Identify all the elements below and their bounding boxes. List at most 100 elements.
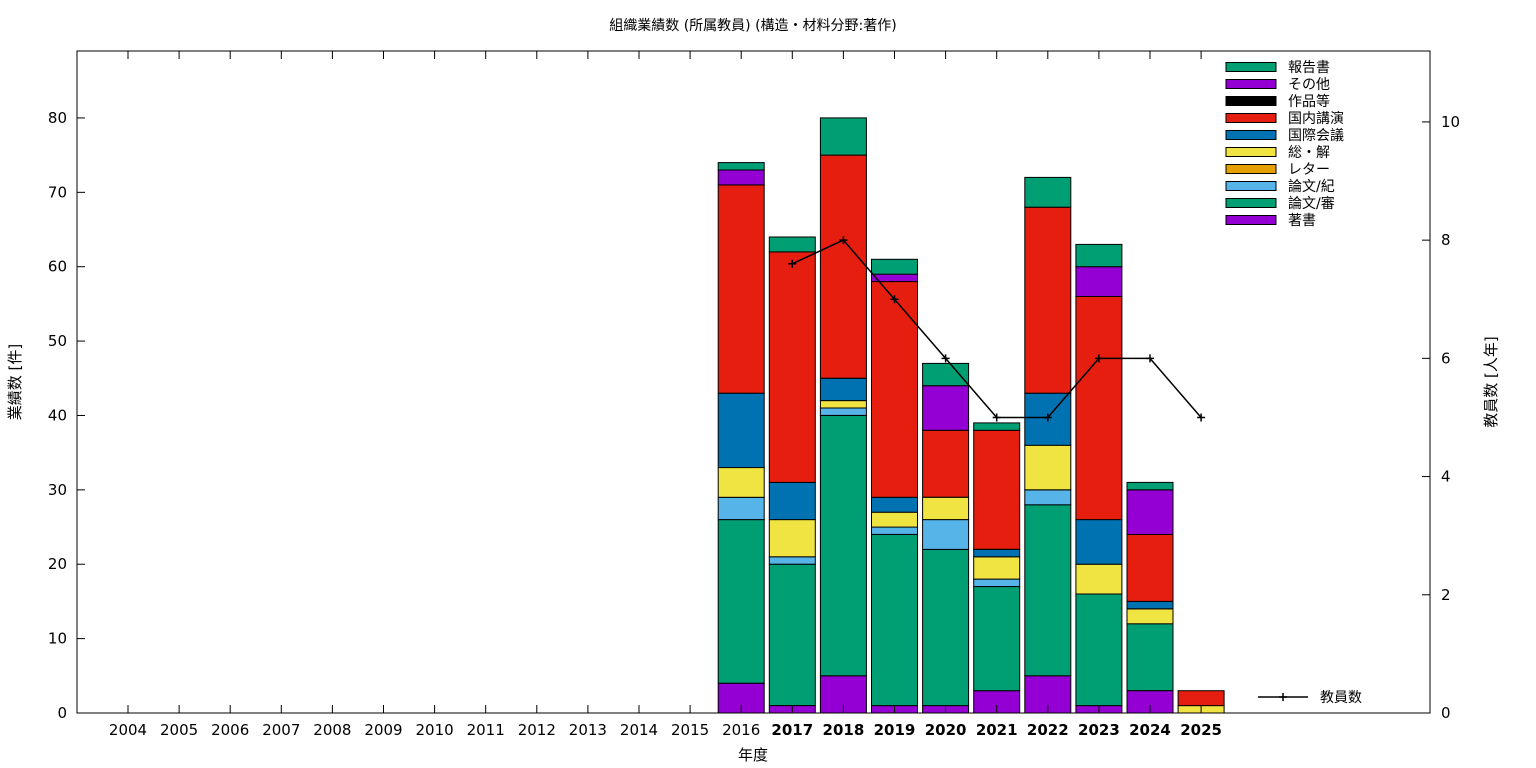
bar-2023-series-1 bbox=[1075, 593, 1123, 707]
bar-2021-series-4 bbox=[973, 556, 1021, 580]
bar-2022-series-6 bbox=[1024, 206, 1072, 394]
y-axis-label: 業績数 [件] bbox=[6, 344, 24, 420]
x-tick-label: 2023 bbox=[1078, 721, 1120, 739]
bar-2018-series-6 bbox=[819, 154, 867, 379]
legend-swatch bbox=[1225, 164, 1277, 174]
legend-label: レター bbox=[1288, 162, 1330, 178]
bar-2017-series-1 bbox=[768, 563, 816, 707]
bar-2024-series-4 bbox=[1126, 608, 1174, 625]
x-tick-label: 2012 bbox=[518, 721, 556, 739]
chart-title: 組織業績数 (所属教員) (構造・材料分野:著作) bbox=[609, 18, 896, 34]
bar-2020-series-1 bbox=[922, 548, 970, 707]
bar-2016-series-1 bbox=[717, 519, 765, 684]
line-point-2020 bbox=[941, 354, 950, 363]
line-point-2021 bbox=[992, 413, 1001, 422]
y-tick-label: 80 bbox=[48, 109, 67, 127]
legend-label: 著書 bbox=[1288, 213, 1316, 229]
y-tick-label: 60 bbox=[48, 258, 67, 276]
bar-2020-series-2 bbox=[922, 519, 970, 550]
line-point-2022 bbox=[1043, 413, 1052, 422]
line-point-2019 bbox=[890, 295, 899, 304]
legend-swatch bbox=[1225, 181, 1277, 191]
x-tick-label: 2018 bbox=[823, 721, 865, 739]
legend-line-marker bbox=[1279, 693, 1287, 701]
legend-swatch bbox=[1225, 96, 1277, 106]
bar-2022-series-1 bbox=[1024, 504, 1072, 677]
legend-swatch bbox=[1225, 62, 1277, 72]
bar-2022-series-9 bbox=[1024, 176, 1072, 208]
bar-2020-series-9 bbox=[922, 362, 970, 387]
bar-2019-series-5 bbox=[871, 496, 918, 513]
bar-2017-series-9 bbox=[768, 236, 816, 253]
bar-2017-series-2 bbox=[768, 556, 816, 565]
bar-2017-series-4 bbox=[768, 519, 816, 558]
legend-swatch bbox=[1225, 130, 1277, 140]
legend-label: 報告書 bbox=[1288, 60, 1330, 76]
x-tick-label: 2022 bbox=[1027, 721, 1069, 739]
legend-label: 論文/審 bbox=[1288, 196, 1335, 212]
legend-swatch bbox=[1225, 79, 1277, 89]
y2-tick-label: 6 bbox=[1441, 349, 1451, 367]
x-tick-label: 2017 bbox=[771, 721, 813, 739]
legend-label: 作品等 bbox=[1288, 93, 1330, 110]
x-tick-label: 2020 bbox=[925, 721, 967, 739]
bar-2025-series-6 bbox=[1177, 690, 1225, 707]
bar-2021-series-1 bbox=[973, 586, 1021, 692]
x-tick-label: 2014 bbox=[620, 721, 658, 739]
bar-2016-series-8 bbox=[717, 169, 765, 186]
bar-2019-series-4 bbox=[871, 511, 918, 528]
bar-2016-series-9 bbox=[717, 162, 765, 171]
bar-2016-series-2 bbox=[717, 496, 765, 521]
y2-tick-label: 4 bbox=[1441, 468, 1451, 486]
x-tick-label: 2024 bbox=[1129, 721, 1171, 739]
bar-2016-series-4 bbox=[717, 467, 765, 498]
y-tick-label: 10 bbox=[48, 630, 67, 648]
line-point-2024 bbox=[1146, 354, 1154, 363]
bar-2018-series-1 bbox=[819, 415, 867, 677]
x-tick-label: 2010 bbox=[416, 721, 454, 739]
bar-2016-series-5 bbox=[717, 392, 765, 469]
legend-swatch bbox=[1225, 215, 1277, 225]
axes-layer: 0 10 20 30 40 50 60 70 80 0 2 4 6 8 10 2004 2005 2006 2007… bbox=[48, 51, 1460, 739]
line-point-2018 bbox=[839, 236, 848, 245]
bar-2019-series-6 bbox=[871, 281, 918, 498]
y2-tick-label: 10 bbox=[1441, 113, 1460, 131]
x-tick-label: 2021 bbox=[976, 721, 1018, 739]
y-tick-label: 40 bbox=[48, 406, 67, 424]
bar-2020-series-6 bbox=[922, 429, 970, 498]
legend-label: 論文/紀 bbox=[1288, 179, 1335, 195]
bar-2023-series-9 bbox=[1075, 243, 1123, 268]
bar-2018-series-5 bbox=[819, 377, 867, 402]
bar-2017-series-6 bbox=[768, 251, 816, 483]
bar-2023-series-8 bbox=[1075, 266, 1123, 298]
x-tick-label: 2025 bbox=[1180, 721, 1222, 739]
x-tick-label: 2006 bbox=[211, 721, 249, 739]
bar-2016-series-6 bbox=[717, 184, 765, 394]
legend-swatch bbox=[1225, 198, 1277, 208]
bar-2021-series-6 bbox=[973, 429, 1021, 550]
bar-2019-series-2 bbox=[871, 526, 918, 535]
bar-2021-series-2 bbox=[973, 578, 1021, 587]
y2-tick-label: 8 bbox=[1441, 231, 1451, 249]
bar-2024-series-1 bbox=[1126, 623, 1174, 692]
y-tick-label: 70 bbox=[48, 183, 67, 201]
bar-2018-series-4 bbox=[819, 400, 867, 409]
y2-tick-label: 2 bbox=[1441, 586, 1451, 604]
y2-tick-label: 0 bbox=[1441, 704, 1451, 722]
bar-2022-series-2 bbox=[1024, 489, 1072, 506]
x-tick-label: 2019 bbox=[874, 721, 916, 739]
x-tick-label: 2013 bbox=[569, 721, 607, 739]
y-tick-label: 50 bbox=[48, 332, 67, 350]
y-tick-label: 0 bbox=[57, 704, 67, 722]
bar-2020-series-8 bbox=[922, 385, 970, 431]
bars-layer bbox=[717, 117, 1225, 714]
bar-2024-series-8 bbox=[1126, 489, 1174, 535]
line-layer bbox=[788, 236, 1206, 422]
x-tick-label: 2009 bbox=[364, 721, 402, 739]
plot-frame bbox=[76, 50, 1431, 714]
legend-label: その他 bbox=[1288, 77, 1330, 93]
x-tick-label: 2008 bbox=[313, 721, 351, 739]
y2-axis-label: 教員数 [人年] bbox=[1482, 336, 1500, 427]
